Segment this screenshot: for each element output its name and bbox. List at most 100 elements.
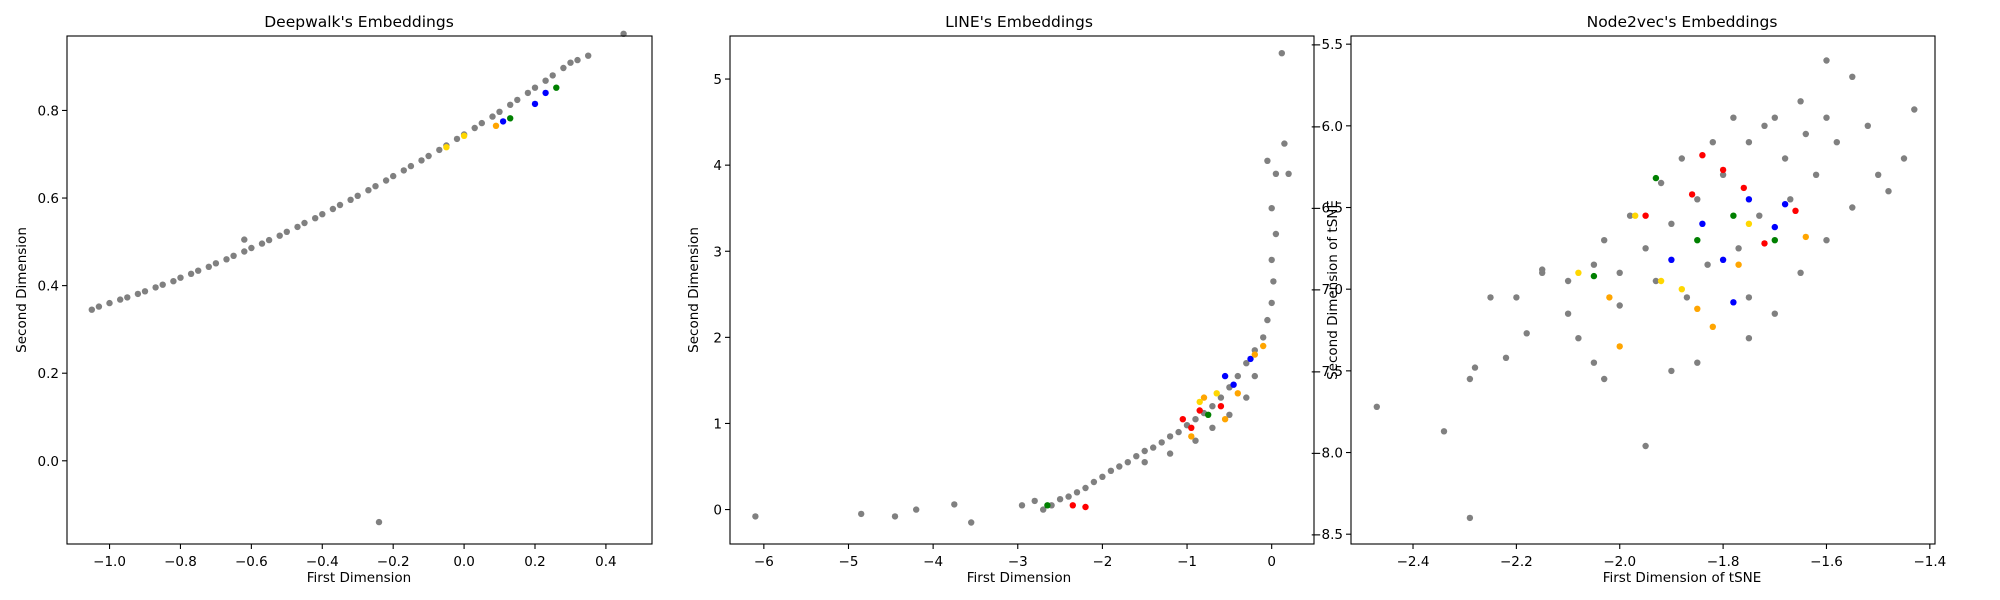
node2vec-point-gray [1900,155,1908,162]
line-point-gray [951,501,958,508]
node2vec-point-yellow [1657,277,1665,285]
line-point-gray [1217,394,1225,401]
deepwalk-point-gray [514,96,521,104]
node2vec-point-orange [1694,305,1701,312]
line-point-gray [1116,463,1123,470]
line-point-gray [1158,439,1165,446]
line-xtick-label: −3 [1008,554,1028,570]
deepwalk-point-gray [152,284,159,291]
line-point-gray [1226,411,1233,418]
deepwalk-point-gray [265,236,273,244]
deepwalk-point-gray [471,124,478,132]
deepwalk-xtick-label: −1.0 [93,554,126,570]
node2vec-point-gray [1539,269,1546,276]
deepwalk-point-gray [241,248,248,255]
deepwalk-point-gray [336,201,344,209]
node2vec-point-gray [1771,114,1779,121]
line-point-gray [1133,453,1140,460]
node2vec-point-yellow [1575,269,1582,276]
deepwalk-xlabel: First Dimension [307,570,411,586]
deepwalk-point-gray [531,84,539,91]
node2vec-point-orange [1606,294,1613,301]
line-ytick-label: 5 [713,72,722,88]
line-point-red [1217,403,1225,410]
node2vec-point-yellow [1632,212,1639,219]
line-point-gray [968,519,975,526]
deepwalk-point-gray [195,267,202,274]
line-point-gray [1099,473,1106,480]
line-point-gray [1268,205,1275,212]
line-point-orange [1221,416,1229,423]
line-point-gray [1073,489,1081,496]
line-xtick-label: −2 [1092,554,1112,570]
node2vec-ytick-label: −6.5 [1310,201,1343,217]
node2vec-point-gray [1502,354,1510,361]
line-point-gray [1281,140,1288,147]
line-ylabel: Second Dimension [686,227,702,353]
node2vec-point-gray [1781,155,1789,162]
node2vec-point-gray [1756,212,1763,219]
node2vec-point-gray [1575,335,1582,342]
deepwalk-point-yellow [443,144,450,151]
deepwalk-point-gray [88,306,96,313]
node2vec-xtick-label: −1.8 [1707,554,1740,570]
deepwalk-point-gray [347,196,354,203]
line-point-gray [1243,360,1250,367]
node2vec-point-gray [1797,98,1804,105]
line-ytick-label: 4 [713,158,722,174]
deepwalk-point-gray [407,162,415,170]
line-point-gray [1192,437,1199,444]
deepwalk-xtick-label: 0.0 [453,554,474,570]
line-ytick-label: 3 [713,244,722,260]
deepwalk-point-gray [542,77,549,84]
node2vec-point-gray [1849,73,1856,81]
line-point-green [1205,411,1212,418]
line-point-gray [1150,444,1157,451]
deepwalk-point-gray [436,146,443,154]
deepwalk-ytick-label: 0.8 [38,103,59,119]
node2vec-point-gray [1864,122,1872,129]
node2vec-point-red [1688,191,1696,198]
line-point-gray [1272,170,1280,177]
deepwalk-point-gray [241,236,248,243]
node2vec-point-orange [1616,343,1623,350]
node2vec-point-gray [1590,261,1598,268]
node2vec-point-gray [1797,269,1804,276]
line-point-red [1188,424,1195,431]
line-frame [729,35,1315,545]
node2vec-point-gray [1564,310,1572,317]
node2vec-frame [1350,35,1936,545]
line-xtick-label: −5 [839,554,859,570]
deepwalk-point-gray [400,167,407,174]
node2vec-point-blue [1745,196,1753,203]
deepwalk-point-gray [187,270,195,277]
deepwalk-xtick-label: −0.2 [377,554,410,570]
line-point-orange [1251,351,1259,358]
deepwalk-point-gray [375,518,383,526]
deepwalk-point-green [507,115,514,122]
node2vec-point-gray [1668,367,1675,375]
node2vec-point-gray [1787,196,1794,203]
line-point-gray [1090,478,1098,486]
node2vec-point-blue [1668,256,1675,263]
line-ticks: −6 −5 −4 −3 −2 −1 0 0 1 2 3 4 5 [713,72,1276,570]
line-point-gray [1192,416,1199,423]
node2vec-point-gray [1616,269,1623,276]
line-point-gray [1209,403,1216,410]
deepwalk-point-gray [124,294,131,301]
line-point-gray [1209,424,1216,431]
node2vec-ylabel: Second Dimension of tSNE [1325,200,1341,380]
deepwalk-point-blue [499,118,507,125]
line-point-gray [1031,497,1038,505]
node2vec-point-gray [1875,171,1882,178]
deepwalk-point-green [553,84,560,91]
deepwalk-ytick-label: 0.4 [38,279,59,295]
line-point-red [1082,503,1089,511]
node2vec-ytick-label: −5.5 [1310,37,1343,53]
line-point-blue [1230,381,1237,388]
deepwalk-point-gray [312,215,319,222]
line-point-gray [1251,372,1259,380]
deepwalk-ticks: −1.0 −0.8 −0.6 −0.4 −0.2 0.0 0.2 0.4 0.0 0.2 0.4 0.… [38,103,617,570]
deepwalk-point-gray [425,152,432,160]
